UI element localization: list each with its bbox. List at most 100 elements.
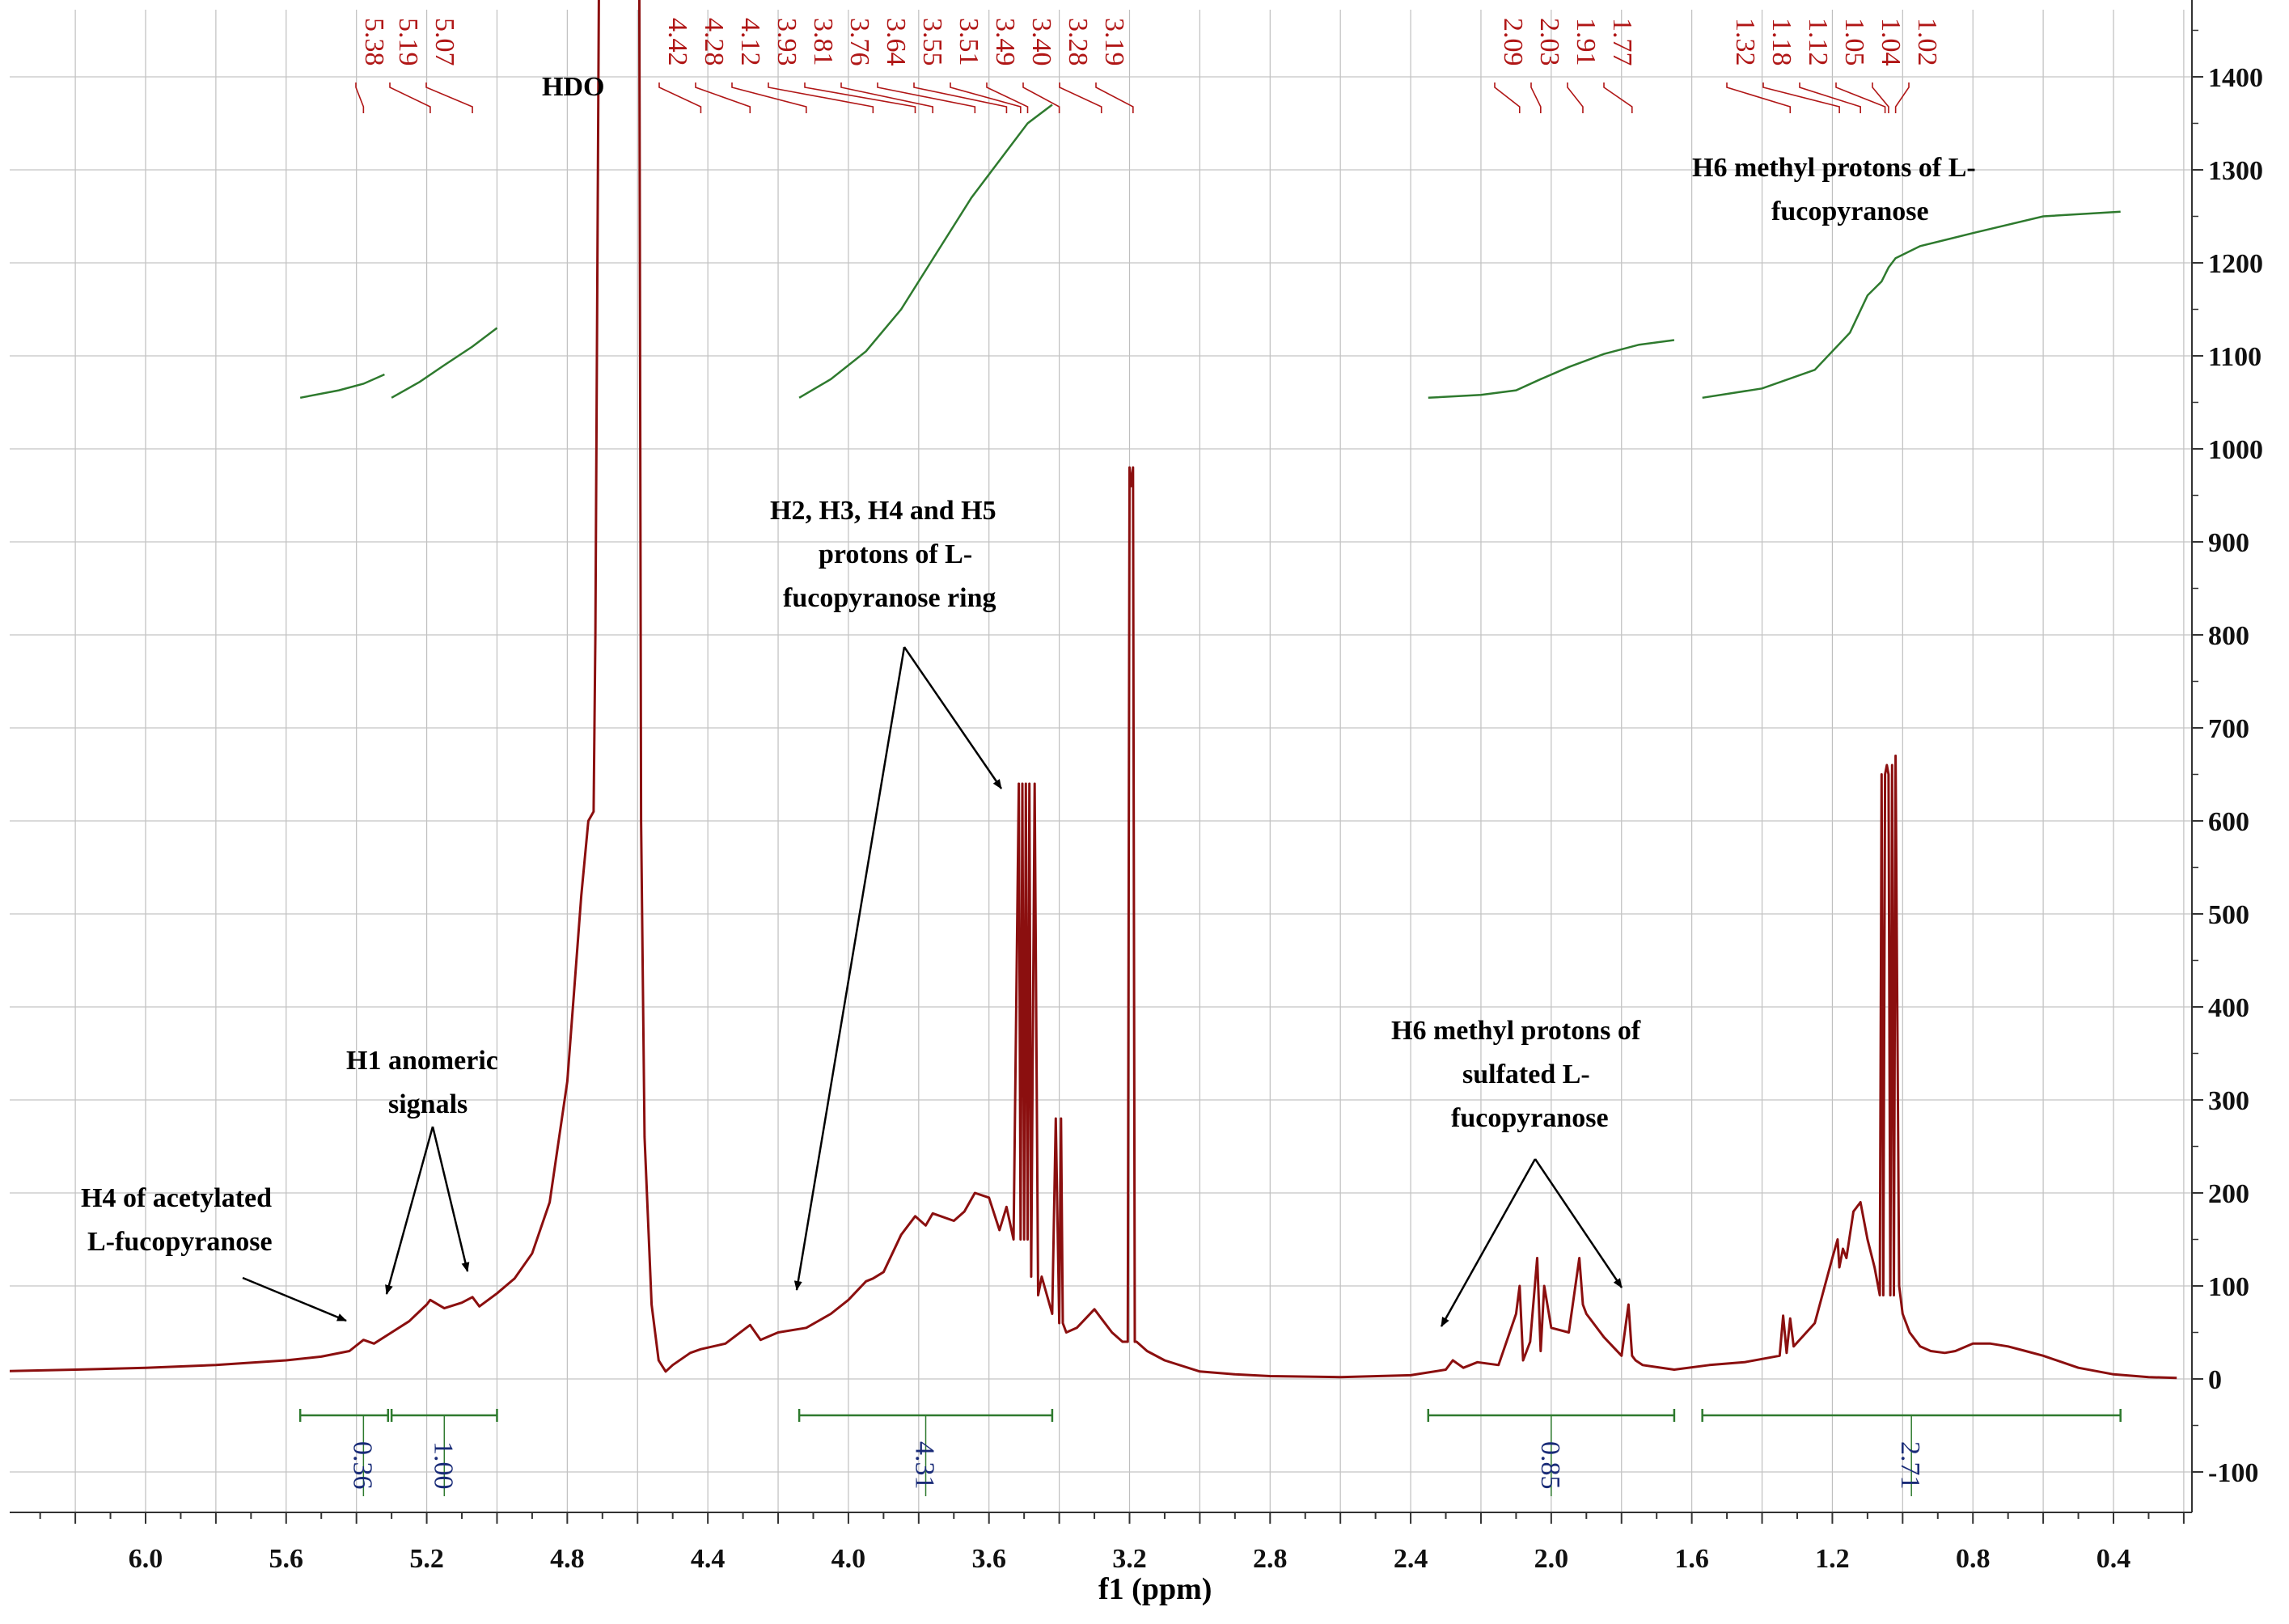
peak-label: 3.55 bbox=[917, 18, 947, 66]
peak-label: 2.03 bbox=[1534, 18, 1564, 66]
peak-leader-line bbox=[986, 82, 1029, 113]
peak-label: 5.19 bbox=[393, 18, 423, 66]
peak-label: 4.12 bbox=[735, 18, 765, 66]
y-tick-label: 800 bbox=[2208, 621, 2249, 651]
peak-leader-line bbox=[1726, 82, 1792, 113]
x-tick-label: 1.6 bbox=[1674, 1544, 1709, 1574]
peak-leader-line bbox=[1894, 82, 1910, 113]
y-tick-label: 200 bbox=[2208, 1179, 2249, 1209]
y-tick-label: 500 bbox=[2208, 900, 2249, 930]
peak-leader-line bbox=[877, 82, 976, 113]
x-tick-label: 2.8 bbox=[1253, 1544, 1288, 1574]
integral-layer: 0.36 1.00 4.31 0.85 2.71 bbox=[298, 104, 2122, 1496]
peak-label: 1.04 bbox=[1876, 18, 1906, 66]
peak-leader-line bbox=[425, 82, 473, 113]
integral-curve bbox=[798, 104, 1053, 399]
y-tick-label: 400 bbox=[2208, 993, 2249, 1023]
annotation-h6-methyl-line2: fucopyranose bbox=[1771, 197, 1929, 226]
peak-leader-line bbox=[1567, 82, 1584, 113]
peak-leader-line bbox=[913, 82, 1008, 113]
integral-curve bbox=[1428, 339, 1675, 400]
y-tick-label: 1300 bbox=[2208, 156, 2263, 186]
annotation-ring-protons-line1: H2, H3, H4 and H5 bbox=[770, 496, 996, 526]
peak-label: 5.07 bbox=[429, 18, 459, 66]
arrow-ring-left bbox=[793, 646, 906, 1291]
peak-label: 1.77 bbox=[1607, 18, 1637, 66]
x-tick-label: 4.4 bbox=[691, 1544, 726, 1574]
integral-value-label: 4.31 bbox=[910, 1441, 940, 1490]
y-tick-label: 100 bbox=[2208, 1272, 2249, 1302]
y-tick-label: 900 bbox=[2208, 528, 2249, 558]
integral-value-label: 0.85 bbox=[1535, 1441, 1565, 1490]
peak-leader-line bbox=[1494, 82, 1521, 113]
peak-label: 1.91 bbox=[1571, 18, 1601, 66]
peak-label: 5.38 bbox=[359, 18, 389, 66]
peak-label: 3.64 bbox=[881, 18, 911, 66]
x-tick-label: 3.2 bbox=[1112, 1544, 1147, 1574]
integral-curve bbox=[299, 373, 385, 400]
y-tick-label: 0 bbox=[2208, 1365, 2222, 1395]
grid-layer bbox=[10, 10, 2192, 1512]
y-tick-label: 600 bbox=[2208, 807, 2249, 837]
annotation-h6-sulfated-line1: H6 methyl protons of bbox=[1391, 1016, 1641, 1046]
peak-leader-line bbox=[804, 82, 916, 113]
y-tick-label: -100 bbox=[2208, 1458, 2258, 1488]
integral-curve bbox=[391, 327, 498, 399]
annotation-h6-sulfated-line2: sulfated L- bbox=[1462, 1059, 1590, 1089]
peak-label: 1.32 bbox=[1730, 18, 1760, 66]
y-tick-label: 300 bbox=[2208, 1086, 2249, 1116]
peak-leader-line bbox=[1059, 82, 1102, 113]
annotation-h6-methyl-line1: H6 methyl protons of L- bbox=[1692, 153, 1976, 183]
integral-curve bbox=[1702, 210, 2121, 400]
arrow-h1-anomeric-left bbox=[385, 1126, 434, 1295]
peak-label: 3.19 bbox=[1099, 18, 1129, 66]
peak-label: 3.28 bbox=[1063, 18, 1093, 66]
peak-leader-line bbox=[658, 82, 702, 113]
peak-label: 1.05 bbox=[1839, 18, 1869, 66]
arrow-h6-sulfated-left bbox=[1440, 1158, 1537, 1327]
peak-leader-line bbox=[1095, 82, 1134, 113]
x-tick-label: 3.6 bbox=[971, 1544, 1006, 1574]
peak-leader-line bbox=[1799, 82, 1861, 113]
x-tick-label: 4.0 bbox=[831, 1544, 866, 1574]
peak-label: 4.42 bbox=[662, 18, 692, 66]
peak-label: 4.28 bbox=[699, 18, 729, 66]
y-tick-label: 1400 bbox=[2208, 63, 2263, 93]
x-axis-title: f1 (ppm) bbox=[1098, 1572, 1212, 1606]
x-tick-label: 5.2 bbox=[409, 1544, 444, 1574]
peak-leader-line bbox=[731, 82, 807, 113]
x-tick-label: 2.0 bbox=[1534, 1544, 1569, 1574]
integral-value-label: 2.71 bbox=[1895, 1441, 1925, 1490]
peak-leader-line bbox=[1530, 82, 1542, 113]
x-tick-label: 1.2 bbox=[1815, 1544, 1850, 1574]
peak-label: 1.02 bbox=[1912, 18, 1942, 66]
arrow-h1-anomeric-right bbox=[431, 1126, 470, 1272]
x-tick-label: 2.4 bbox=[1394, 1544, 1428, 1574]
arrow-h4-acetylated bbox=[242, 1276, 347, 1322]
y-tick-label: 1200 bbox=[2208, 249, 2263, 279]
peak-label: 1.12 bbox=[1803, 18, 1833, 66]
x-tick-label: 0.8 bbox=[1956, 1544, 1991, 1574]
peak-leader-line bbox=[389, 82, 431, 113]
y-tick-label: 1100 bbox=[2208, 342, 2261, 372]
peak-label: 3.93 bbox=[772, 18, 802, 66]
peak-label: 3.81 bbox=[808, 18, 838, 66]
peak-label: 1.18 bbox=[1766, 18, 1796, 66]
arrow-ring-right bbox=[903, 646, 1003, 789]
annotation-ring-protons-line2: protons of L- bbox=[819, 539, 972, 569]
peak-leader-line bbox=[1762, 82, 1840, 113]
annotation-layer: HDO H4 of acetylated L-fucopyranose H1 a… bbox=[81, 72, 1976, 1606]
arrow-h6-sulfated-right bbox=[1534, 1158, 1623, 1288]
spectrum-line bbox=[10, 0, 2177, 1380]
peak-label: 3.76 bbox=[844, 18, 874, 66]
annotation-h6-sulfated-line3: fucopyranose bbox=[1451, 1103, 1609, 1133]
peak-label: 3.49 bbox=[990, 18, 1020, 66]
annotation-h1-anomeric-line1: H1 anomeric bbox=[346, 1046, 498, 1076]
annotation-h4-acetylated-line2: L-fucopyranose bbox=[87, 1227, 273, 1257]
peak-leader-line bbox=[1872, 82, 1889, 113]
spectrum-layer bbox=[10, 0, 2177, 1380]
y-tick-label: 700 bbox=[2208, 714, 2249, 744]
peak-leader-line bbox=[1835, 82, 1886, 113]
x-tick-label: 6.0 bbox=[129, 1544, 163, 1574]
